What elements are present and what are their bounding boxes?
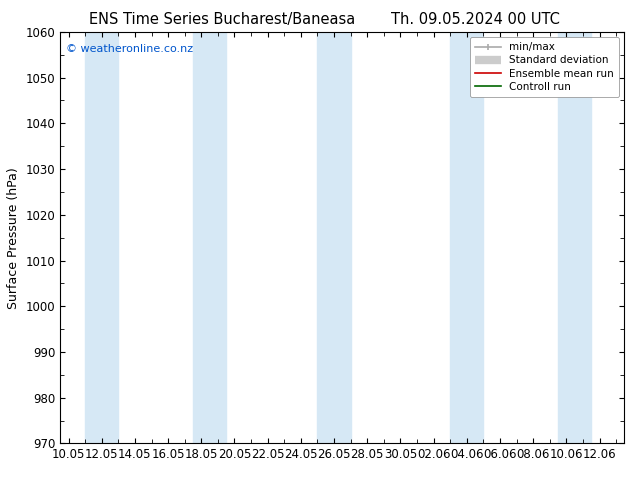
Text: ENS Time Series Bucharest/Baneasa: ENS Time Series Bucharest/Baneasa [89, 12, 355, 27]
Y-axis label: Surface Pressure (hPa): Surface Pressure (hPa) [7, 167, 20, 309]
Bar [450, 32, 483, 443]
Text: Th. 09.05.2024 00 UTC: Th. 09.05.2024 00 UTC [391, 12, 560, 27]
Bar [558, 32, 592, 443]
Bar [318, 32, 351, 443]
Bar [193, 32, 226, 443]
Text: © weatheronline.co.nz: © weatheronline.co.nz [66, 44, 193, 54]
Legend: min/max, Standard deviation, Ensemble mean run, Controll run: min/max, Standard deviation, Ensemble me… [470, 37, 619, 97]
Bar [85, 32, 119, 443]
